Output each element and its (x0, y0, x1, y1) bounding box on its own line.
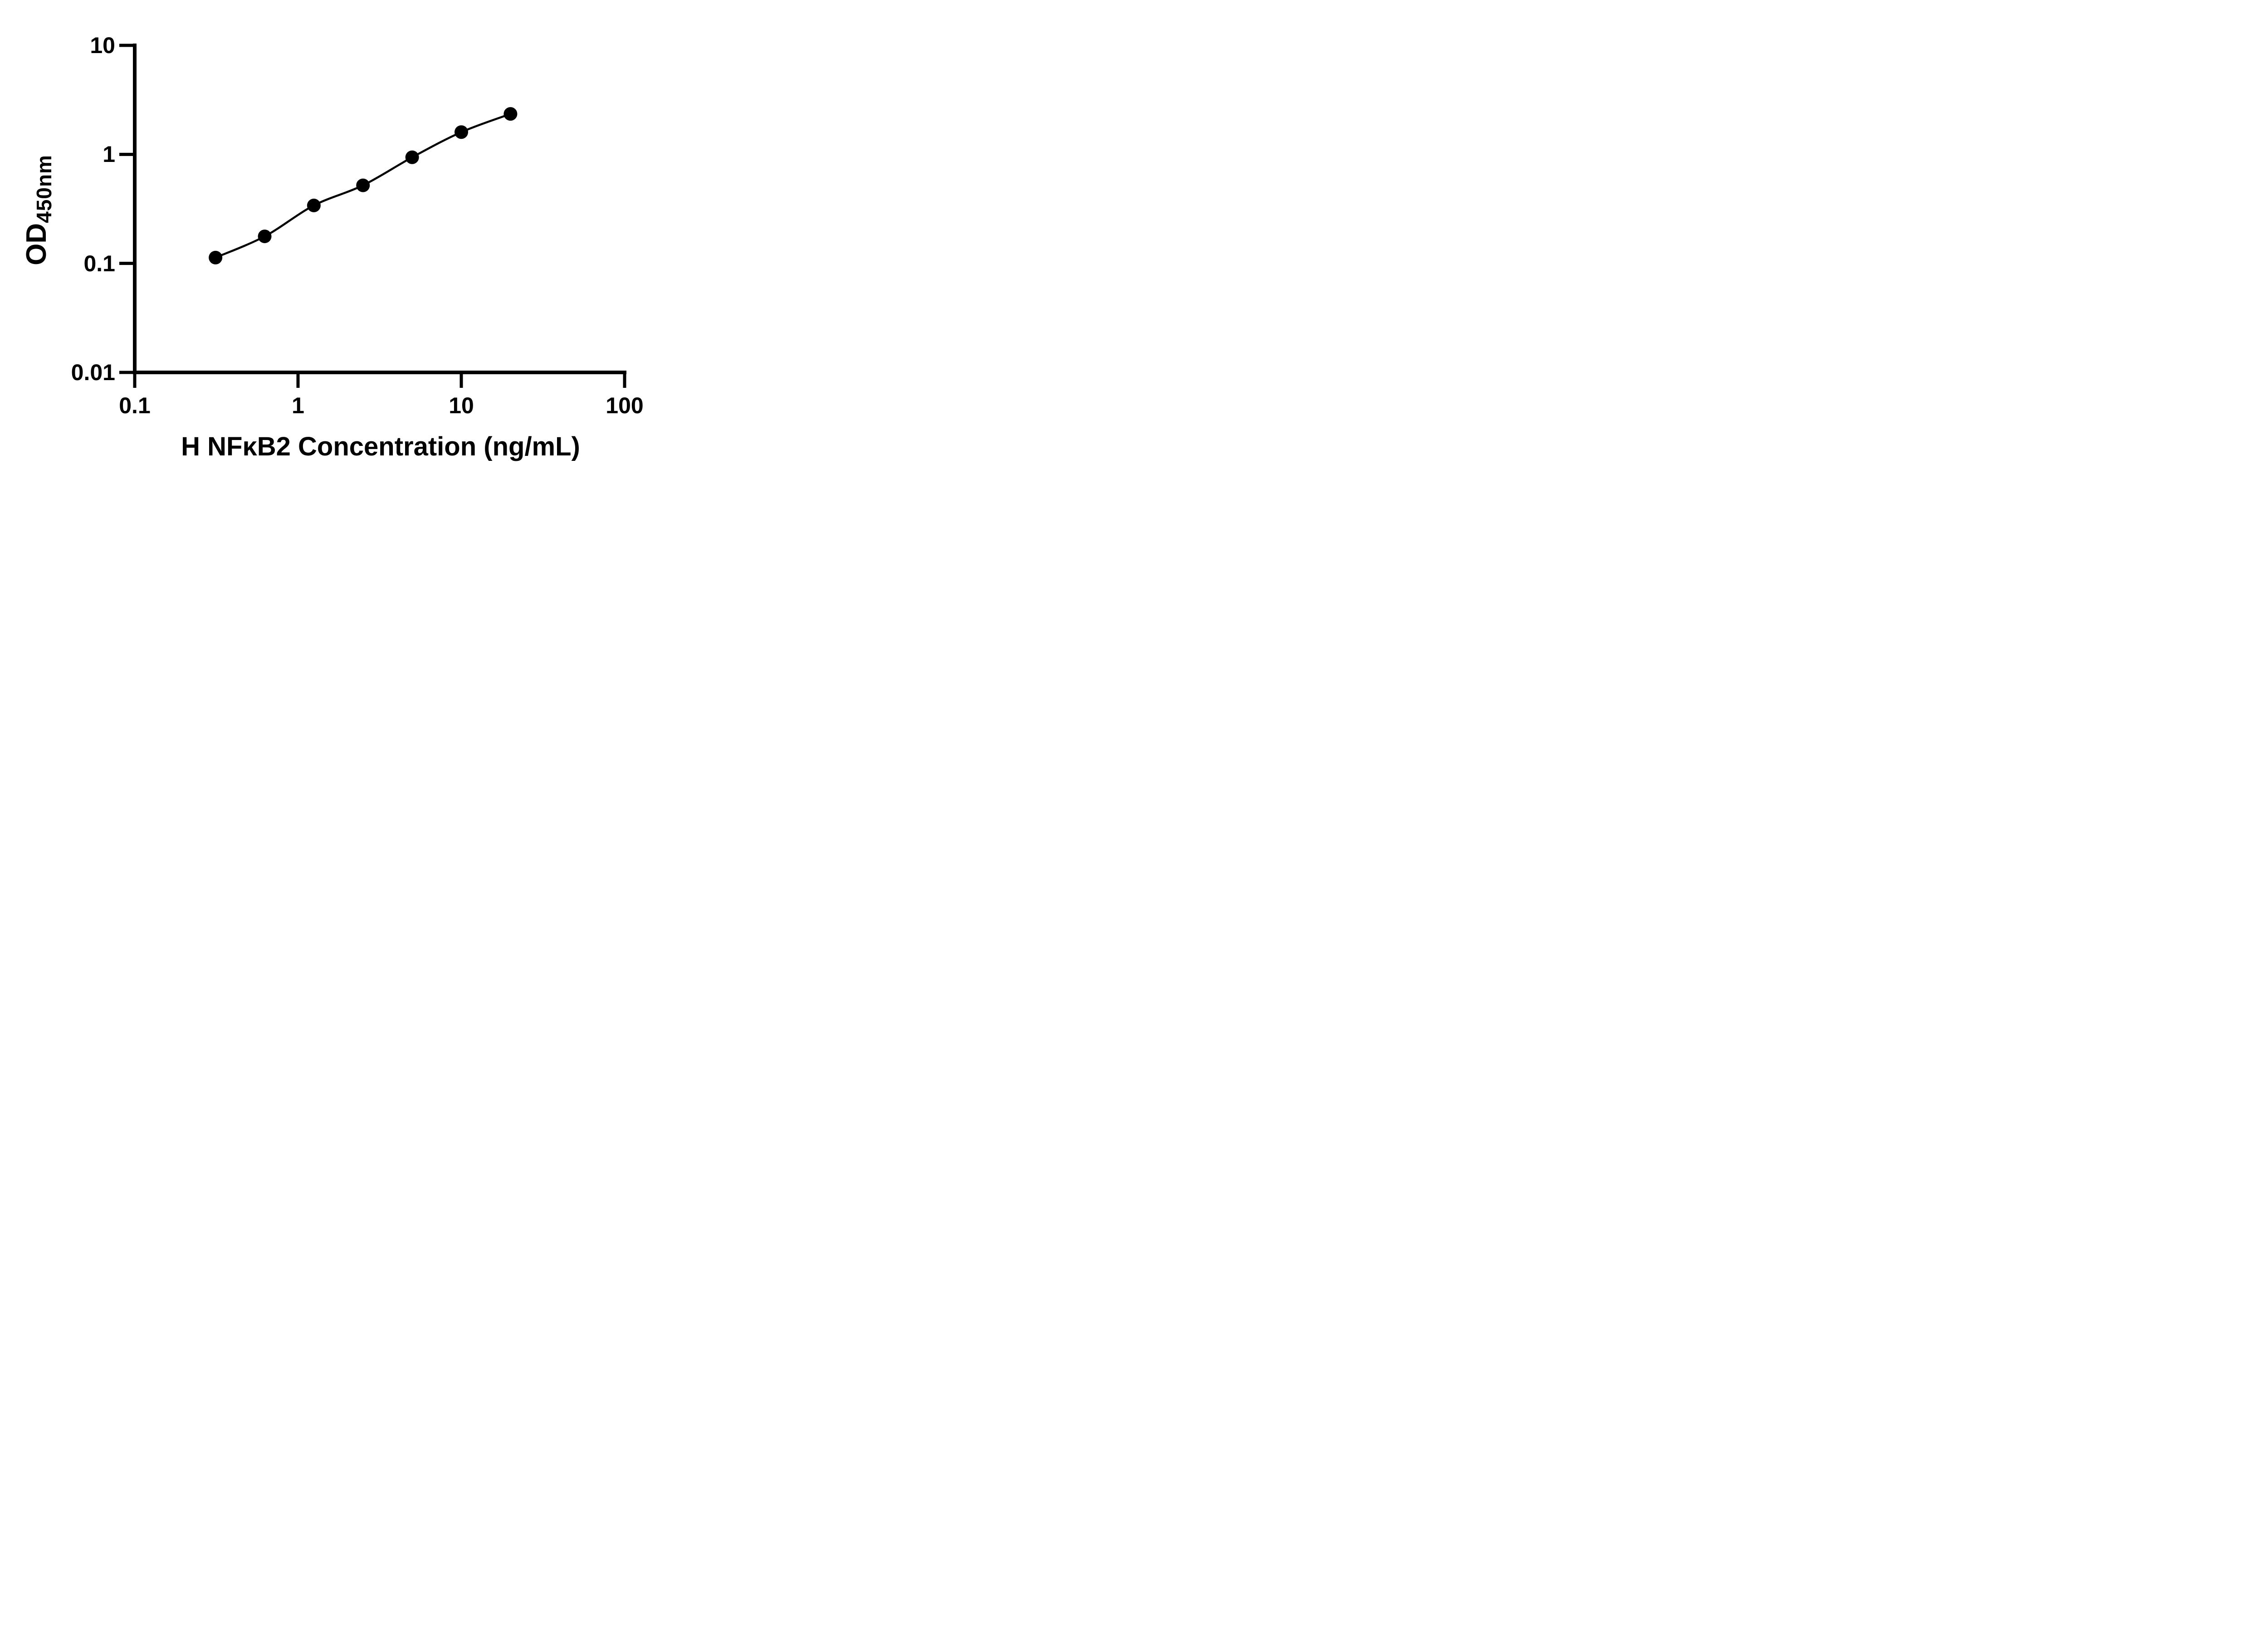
elisa-standard-curve-figure: 10 1 0.1 0.01 0.1 1 10 100 H NFκB2 Concentrati… (0, 0, 700, 490)
data-point (455, 125, 468, 139)
y-axis-title-subscript: 450nm (32, 155, 56, 223)
y-axis-title: OD450nm (21, 155, 56, 265)
y-tick-label: 1 (103, 142, 115, 167)
x-tick-label: 1 (292, 393, 304, 418)
y-tick-label: 10 (90, 33, 115, 58)
axes (119, 44, 626, 388)
y-tick-label: 0.01 (71, 359, 115, 385)
data-point (209, 250, 223, 264)
x-axis-title: H NFκB2 Concentration (ng/mL) (181, 432, 580, 461)
x-tick-label: 10 (449, 393, 474, 418)
data-point (356, 178, 370, 192)
data-point (258, 230, 272, 244)
x-tick-label: 100 (606, 393, 644, 418)
data-points (209, 107, 518, 264)
data-point (405, 150, 419, 164)
plot-area (119, 44, 626, 388)
y-axis-title-main: OD (21, 223, 52, 265)
data-point (503, 107, 518, 121)
y-tick-label: 0.1 (83, 250, 115, 276)
data-point (307, 198, 321, 212)
x-tick-label: 0.1 (119, 393, 151, 418)
